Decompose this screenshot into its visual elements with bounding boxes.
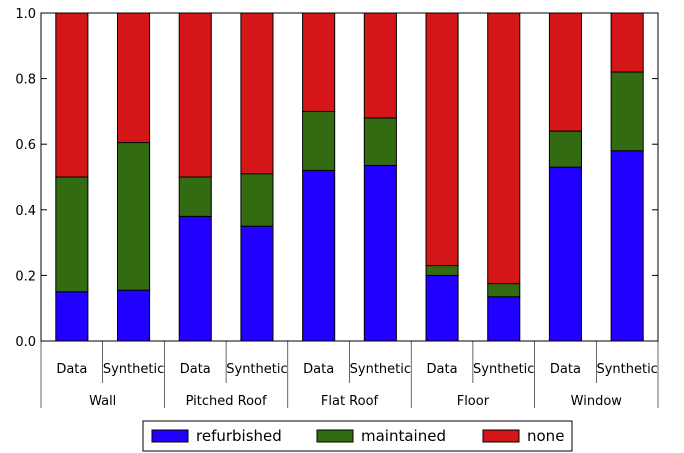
bar-refurbished-0: [55, 291, 89, 342]
x-bar-label-1: Synthetic: [103, 362, 164, 377]
x-group-label-2: Flat Roof: [321, 394, 379, 409]
x-bar-label-8: Data: [550, 362, 581, 377]
x-bar-label-9: Synthetic: [596, 362, 657, 377]
bar-maintained-0: [55, 176, 89, 293]
legend: refurbished maintained none: [142, 420, 573, 452]
bar-maintained-2: [178, 176, 212, 217]
bar-none-1: [117, 12, 151, 144]
bar-refurbished-7: [487, 296, 521, 342]
y-axis: 0.0 0.2 0.4 0.6 0.8 1.0: [15, 7, 658, 350]
bar-maintained-3: [240, 173, 274, 227]
legend-label-none: none: [527, 427, 564, 445]
x-group-label-4: Window: [571, 394, 623, 409]
bar-maintained-4: [302, 110, 336, 171]
bar-refurbished-2: [178, 215, 212, 342]
bar-none-0: [55, 12, 89, 178]
bar-refurbished-6: [425, 274, 459, 342]
bar-maintained-1: [117, 142, 151, 291]
bars-layer: [55, 12, 644, 342]
x-bar-label-0: Data: [56, 362, 87, 377]
legend-swatch-maintained: [316, 429, 354, 443]
y-tick-label-2: 0.4: [15, 204, 36, 219]
legend-label-maintained: maintained: [361, 427, 446, 445]
x-bar-label-5: Synthetic: [350, 362, 411, 377]
bar-refurbished-9: [610, 150, 644, 342]
bar-none-3: [240, 12, 274, 175]
bar-maintained-7: [487, 283, 521, 298]
x-bar-label-6: Data: [427, 362, 458, 377]
legend-swatch-none: [482, 429, 520, 443]
bar-none-6: [425, 12, 459, 267]
x-bar-label-2: Data: [180, 362, 211, 377]
bar-none-8: [548, 12, 582, 132]
bar-none-4: [302, 12, 336, 112]
x-axis: Data Synthetic Data Synthetic Data Synthetic D…: [40, 341, 659, 409]
bar-none-5: [363, 12, 397, 119]
x-group-label-1: Pitched Roof: [186, 394, 267, 409]
y-tick-label-1: 0.2: [15, 269, 36, 284]
y-tick-label-3: 0.6: [15, 138, 36, 153]
y-tick-label-5: 1.0: [15, 7, 36, 22]
legend-label-refurbished: refurbished: [196, 427, 282, 445]
bar-refurbished-3: [240, 225, 274, 342]
x-group-label-0: Wall: [89, 394, 116, 409]
legend-swatch-refurbished: [151, 429, 189, 443]
y-tick-label-4: 0.8: [15, 73, 36, 88]
bar-none-2: [178, 12, 212, 178]
x-bar-label-4: Data: [303, 362, 334, 377]
bar-refurbished-1: [117, 289, 151, 342]
bar-refurbished-5: [363, 165, 397, 342]
x-bar-label-7: Synthetic: [473, 362, 534, 377]
bar-maintained-8: [548, 130, 582, 168]
bar-refurbished-8: [548, 166, 582, 342]
x-group-label-3: Floor: [457, 394, 490, 409]
bar-maintained-9: [610, 71, 644, 152]
bar-none-7: [487, 12, 521, 285]
bar-none-9: [610, 12, 644, 73]
x-bar-label-3: Synthetic: [226, 362, 287, 377]
y-tick-label-0: 0.0: [15, 335, 36, 350]
bar-refurbished-4: [302, 169, 336, 342]
bar-maintained-6: [425, 265, 459, 276]
bar-maintained-5: [363, 117, 397, 167]
